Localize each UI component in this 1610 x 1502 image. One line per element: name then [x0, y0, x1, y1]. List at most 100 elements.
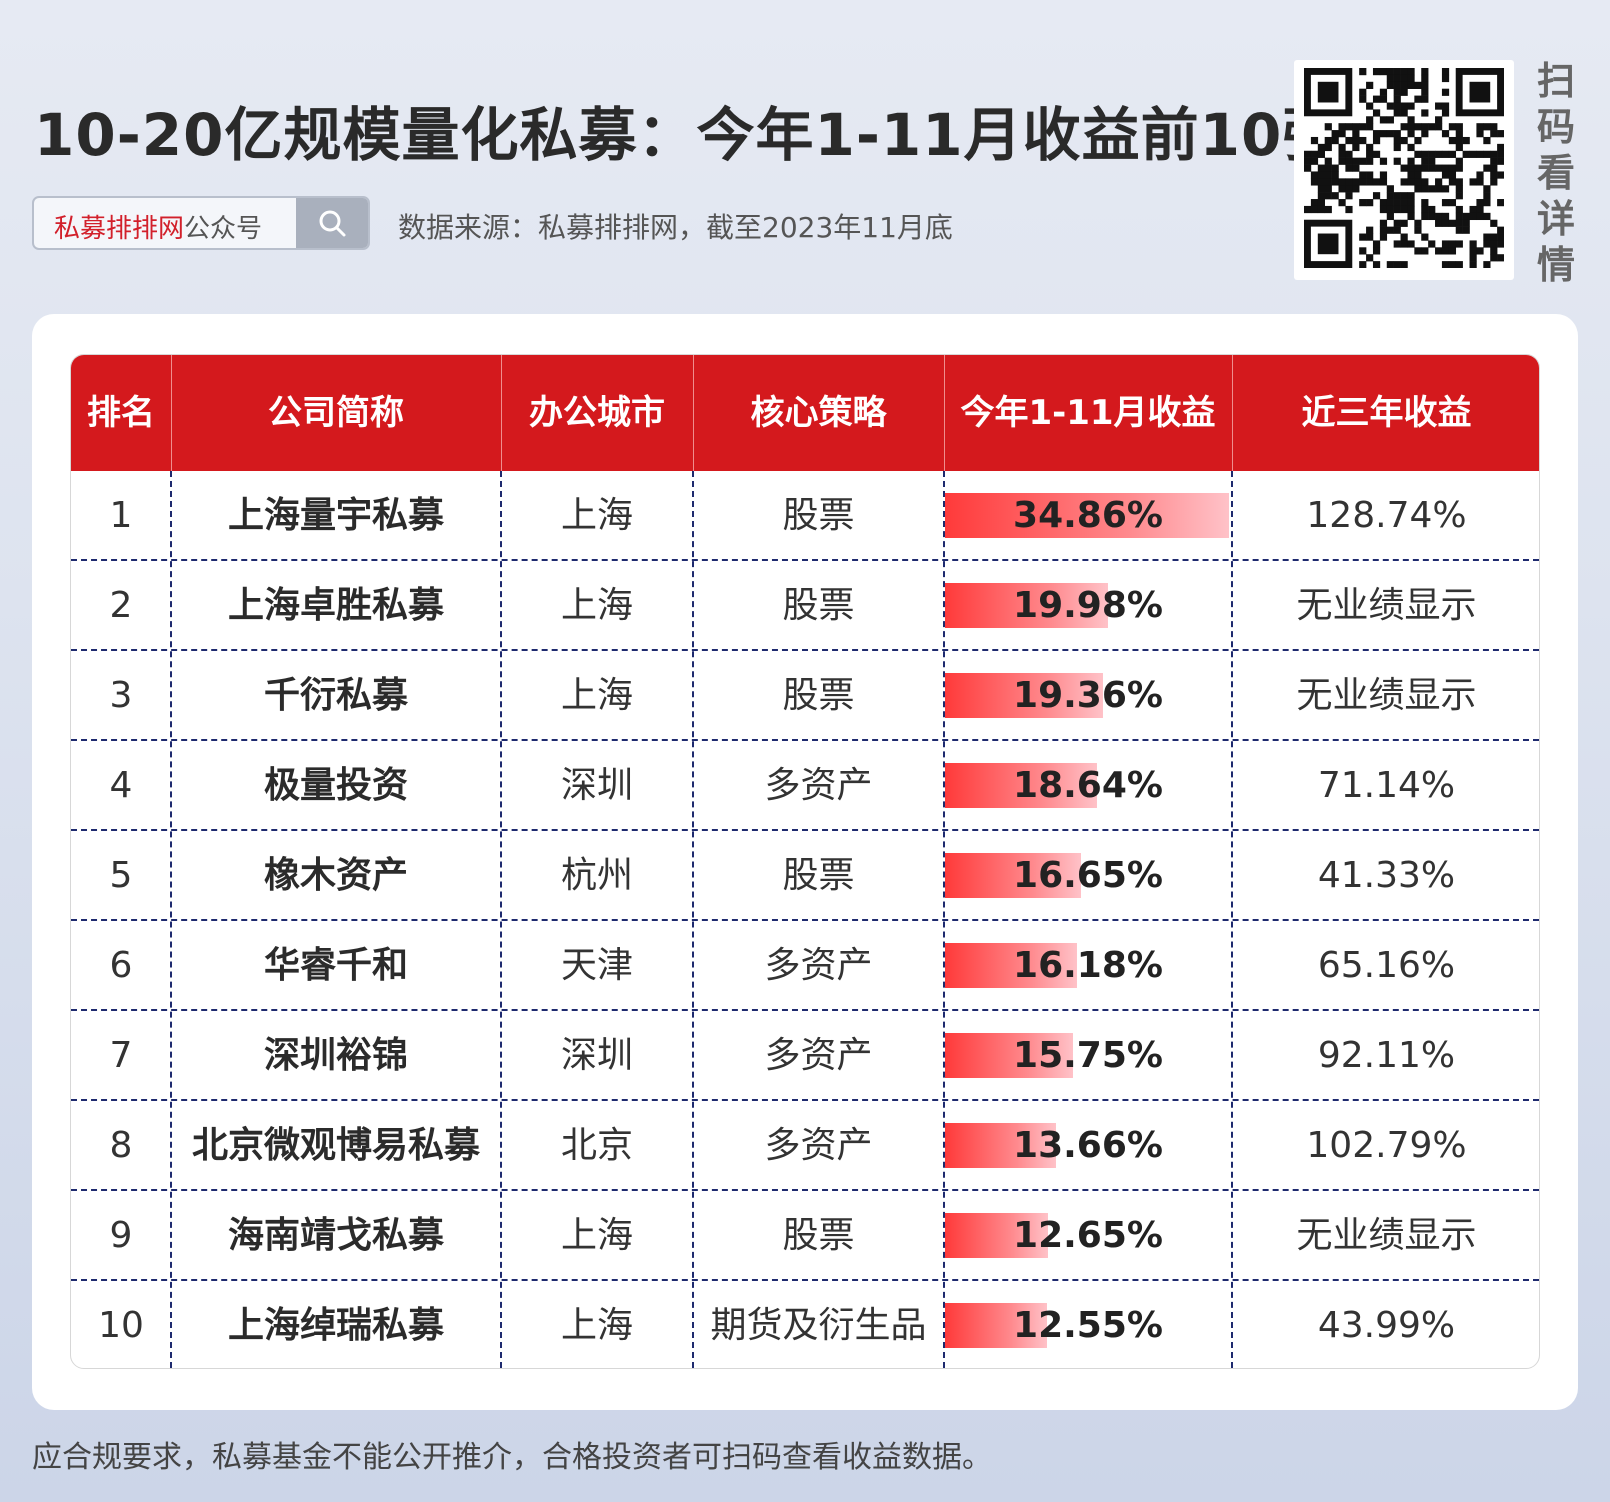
row-divider [71, 1279, 1539, 1281]
cell-city: 天津 [560, 945, 633, 986]
ytd-return-bar [945, 583, 1108, 628]
cell-rank: 7 [109, 1035, 133, 1076]
cell-rank: 1 [109, 495, 133, 536]
cell-three-year-return: 41.33% [1317, 855, 1456, 896]
cell-three-year-return: 无业绩显示 [1296, 1215, 1477, 1256]
cell-three-year-return: 71.14% [1317, 765, 1456, 806]
cell-ytd-return: 12.55% [945, 1281, 1231, 1368]
header-divider [1232, 355, 1233, 471]
ytd-return-value: 34.86% [1013, 495, 1163, 536]
cell-strategy: 股票 [782, 495, 855, 536]
ytd-return-value: 12.65% [1013, 1215, 1163, 1256]
cell-company: 华睿千和 [263, 945, 408, 986]
cell-strategy: 多资产 [764, 1035, 873, 1076]
table-row: 2 上海卓胜私募 上海 股票 19.98% 无业绩显示 [71, 561, 1539, 651]
qr-code-graphic [1304, 68, 1504, 268]
row-divider [71, 649, 1539, 651]
search-icon [319, 210, 346, 237]
table-row: 3 千衍私募 上海 股票 19.36% 无业绩显示 [71, 651, 1539, 741]
header-rank: 排名 [87, 393, 155, 433]
table-row: 5 橡木资产 杭州 股票 16.65% 41.33% [71, 831, 1539, 921]
cell-ytd-return: 34.86% [945, 471, 1231, 561]
cell-city: 北京 [560, 1125, 633, 1166]
cell-ytd-return: 16.65% [945, 831, 1231, 921]
cell-company: 深圳裕锦 [263, 1035, 408, 1076]
cell-ytd-return: 18.64% [945, 741, 1231, 831]
scan-hint: 扫码看详情 [1536, 59, 1575, 287]
data-source-note: 数据来源：私募排排网，截至2023年11月底 [398, 211, 953, 244]
cell-city: 上海 [560, 675, 633, 716]
table-row: 8 北京微观博易私募 北京 多资产 13.66% 102.79% [71, 1101, 1539, 1191]
cell-three-year-return: 92.11% [1317, 1035, 1456, 1076]
cell-company: 橡木资产 [263, 855, 408, 896]
row-divider [71, 919, 1539, 921]
cell-strategy: 股票 [782, 585, 855, 626]
cell-company: 北京微观博易私募 [191, 1125, 480, 1166]
cell-strategy: 多资产 [764, 765, 873, 806]
search-brand: 私募排排网 [54, 214, 185, 244]
cell-strategy: 多资产 [764, 945, 873, 986]
ytd-return-value: 15.75% [1013, 1035, 1163, 1076]
row-divider [71, 739, 1539, 741]
search-label: 私募排排网公众号 [54, 208, 262, 245]
cell-rank: 2 [109, 585, 133, 626]
cell-rank: 9 [109, 1215, 133, 1256]
cell-company: 上海量宇私募 [227, 495, 444, 536]
cell-rank: 6 [109, 945, 133, 986]
header-divider [171, 355, 172, 471]
ytd-return-bar [945, 1033, 1073, 1078]
ytd-return-value: 16.18% [1013, 945, 1163, 986]
ytd-return-bar [945, 1213, 1048, 1258]
search-button[interactable] [296, 198, 368, 248]
ytd-return-bar [945, 1303, 1047, 1348]
ytd-return-value: 18.64% [1013, 765, 1163, 806]
table-row: 4 极量投资 深圳 多资产 18.64% 71.14% [71, 741, 1539, 831]
cell-three-year-return: 128.74% [1306, 495, 1467, 536]
cell-rank: 4 [109, 765, 133, 806]
cell-three-year-return: 65.16% [1317, 945, 1456, 986]
ytd-return-bar [945, 763, 1097, 808]
header-divider [501, 355, 502, 471]
cell-three-year-return: 43.99% [1317, 1305, 1456, 1346]
search-suffix: 公众号 [184, 214, 263, 244]
table-row: 6 华睿千和 天津 多资产 16.18% 65.16% [71, 921, 1539, 1011]
ytd-return-bar [945, 493, 1229, 538]
cell-strategy: 期货及衍生品 [710, 1305, 927, 1346]
header-strategy: 核心策略 [750, 393, 887, 433]
row-divider [71, 559, 1539, 561]
header-divider [944, 355, 945, 471]
header-city: 办公城市 [529, 393, 665, 433]
cell-rank: 3 [109, 675, 133, 716]
cell-ytd-return: 15.75% [945, 1011, 1231, 1101]
cell-city: 上海 [560, 495, 633, 536]
row-divider [71, 1009, 1539, 1011]
ytd-return-bar [945, 853, 1081, 898]
cell-city: 上海 [560, 585, 633, 626]
cell-company: 千衍私募 [263, 675, 408, 716]
ranking-card: 排名 公司简称 办公城市 核心策略 今年1-11月收益 近三年收益 1 上海量宇私… [32, 314, 1578, 1410]
cell-rank: 5 [109, 855, 133, 896]
compliance-footer: 应合规要求，私募基金不能公开推介，合格投资者可扫码查看收益数据。 [32, 1440, 992, 1475]
qr-code[interactable] [1294, 60, 1514, 280]
search-box[interactable]: 私募排排网公众号 [32, 196, 370, 250]
header-ytd-return: 今年1-11月收益 [960, 393, 1216, 433]
cell-rank: 8 [109, 1125, 133, 1166]
cell-strategy: 股票 [782, 1215, 855, 1256]
ranking-table: 排名 公司简称 办公城市 核心策略 今年1-11月收益 近三年收益 1 上海量宇私… [70, 354, 1540, 1369]
cell-ytd-return: 12.65% [945, 1191, 1231, 1281]
page-title: 10-20亿规模量化私募：今年1-11月收益前10强 [34, 101, 1342, 169]
row-divider [71, 1099, 1539, 1101]
cell-ytd-return: 13.66% [945, 1101, 1231, 1191]
cell-three-year-return: 102.79% [1306, 1125, 1467, 1166]
table-row: 10 上海绰瑞私募 上海 期货及衍生品 12.55% 43.99% [71, 1281, 1539, 1368]
row-divider [71, 1189, 1539, 1191]
cell-three-year-return: 无业绩显示 [1296, 675, 1477, 716]
table-row: 7 深圳裕锦 深圳 多资产 15.75% 92.11% [71, 1011, 1539, 1101]
table-row: 9 海南靖戈私募 上海 股票 12.65% 无业绩显示 [71, 1191, 1539, 1281]
cell-ytd-return: 19.98% [945, 561, 1231, 651]
ytd-return-value: 16.65% [1013, 855, 1163, 896]
ytd-return-value: 19.36% [1013, 675, 1163, 716]
cell-strategy: 股票 [782, 855, 855, 896]
cell-company: 上海卓胜私募 [227, 585, 444, 626]
cell-strategy: 多资产 [764, 1125, 873, 1166]
